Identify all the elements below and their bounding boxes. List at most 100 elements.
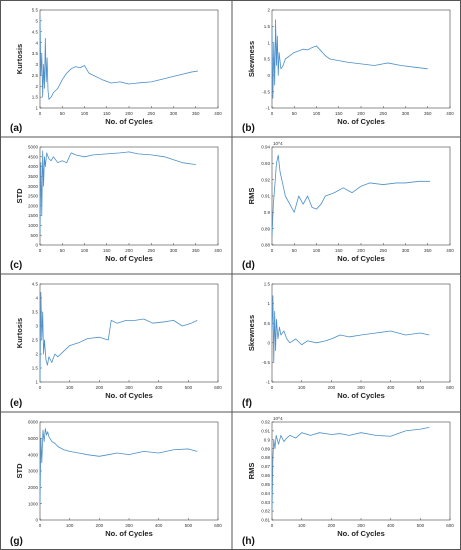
y-tick-label: 0.87 (261, 464, 270, 469)
plot-area (271, 146, 451, 246)
y-tick-label: 0.93 (261, 161, 270, 166)
x-tick-label: 100 (81, 248, 89, 253)
y-tick-label: 4000 (28, 164, 39, 169)
x-tick-label: 200 (357, 111, 365, 116)
x-tick-label: 300 (170, 248, 178, 253)
x-tick-label: 150 (335, 248, 343, 253)
series-line (271, 19, 428, 99)
x-tick-label: 300 (402, 111, 410, 116)
y-tick-label: -1 (266, 380, 270, 385)
y-tick-label: 0.89 (261, 226, 270, 231)
x-tick-label: 400 (387, 385, 395, 390)
y-tick-label: 3.5 (32, 310, 39, 315)
y-tick-label: 4500 (28, 154, 39, 159)
x-tick-label: 250 (379, 248, 387, 253)
x-tick-label: 0 (39, 111, 42, 116)
y-exponent: 10^4 (273, 416, 283, 421)
plot-area (39, 283, 219, 383)
x-tick-label: 300 (402, 248, 410, 253)
x-axis-label: No. of Cycles (337, 529, 385, 538)
y-tick-label: 3000 (28, 469, 39, 474)
x-tick-label: 400 (387, 523, 395, 528)
x-tick-label: 150 (103, 111, 111, 116)
x-tick-label: 400 (214, 111, 222, 116)
y-tick-label: 2 (267, 8, 270, 13)
x-tick-label: 200 (96, 523, 104, 528)
y-tick-label: 0.5 (264, 57, 271, 62)
y-tick-label: 0.9 (264, 210, 271, 215)
x-tick-label: 250 (147, 111, 155, 116)
x-tick-label: 600 (214, 523, 222, 528)
y-tick-label: 1 (267, 40, 270, 45)
plot-area (271, 9, 451, 109)
y-tick-label: -1 (266, 106, 270, 111)
y-tick-label: 5 (35, 18, 38, 23)
x-tick-label: 100 (313, 111, 321, 116)
panel-label: (c) (10, 260, 22, 271)
x-tick-label: 50 (60, 111, 66, 116)
x-tick-label: 0 (271, 385, 274, 390)
x-tick-label: 100 (298, 385, 306, 390)
y-tick-label: 2500 (28, 194, 39, 199)
x-axis-label: No. of Cycles (337, 117, 385, 126)
y-tick-label: 0.82 (261, 509, 270, 514)
panel-label: (f) (242, 398, 252, 409)
x-tick-label: 100 (313, 248, 321, 253)
x-axis-label: No. of Cycles (105, 529, 153, 538)
y-tick-label: 1.5 (32, 95, 39, 100)
panel-c: 0 50 100 150 200 250 300 350 4000500100015002000… (10, 145, 222, 271)
x-tick-label: 200 (328, 385, 336, 390)
y-tick-label: 2 (35, 352, 38, 357)
x-tick-label: 200 (328, 523, 336, 528)
x-tick-label: 500 (417, 385, 425, 390)
panel-label: (g) (10, 536, 23, 547)
x-tick-label: 200 (125, 111, 133, 116)
y-tick-label: 0.9 (264, 437, 271, 442)
y-tick-label: 4 (35, 40, 38, 45)
x-tick-label: 0 (271, 248, 274, 253)
x-tick-label: 300 (170, 111, 178, 116)
x-axis-label: No. of Cycles (105, 254, 153, 263)
y-tick-label: 3500 (28, 174, 39, 179)
panel-label: (d) (242, 260, 255, 271)
y-tick-label: 0.91 (261, 194, 270, 199)
x-tick-label: 400 (446, 248, 454, 253)
y-tick-label: 0 (267, 340, 270, 345)
x-tick-label: 400 (446, 111, 454, 116)
x-tick-label: 0 (39, 385, 42, 390)
y-tick-label: 0.92 (261, 420, 270, 425)
y-axis-label: Kurtosis (15, 318, 24, 348)
x-tick-label: 100 (66, 385, 74, 390)
y-exponent: 10^4 (273, 141, 283, 146)
y-tick-label: 2.5 (32, 73, 39, 78)
x-tick-label: 600 (446, 385, 454, 390)
y-tick-label: 0.91 (261, 429, 270, 434)
y-tick-label: 4.5 (32, 282, 39, 287)
y-tick-label: -0.5 (262, 89, 270, 94)
y-tick-label: 2000 (28, 203, 39, 208)
panel-h: 0 100 200 300 400 500 600 0.81 0.82 0.83 0.84 0.85 0… (242, 416, 454, 547)
y-tick-label: 0.83 (261, 500, 270, 505)
y-tick-label: 2.5 (32, 338, 39, 343)
y-axis-label: Skewness (247, 315, 256, 351)
x-axis-label: No. of Cycles (105, 117, 153, 126)
panel-f: 0 100 200 300 400 500 600 -1 -0.5 0 0.5 1 1.5 No. of … (242, 282, 454, 409)
y-tick-label: 6000 (28, 420, 39, 425)
panel-b: 0 50 100 150 200 250 300 350 400 -1 -0.5 0 0.5 1 1.5 2 N… (242, 8, 454, 134)
y-tick-label: 1000 (28, 501, 39, 506)
x-axis-label: No. of Cycles (337, 254, 385, 263)
x-tick-label: 100 (66, 523, 74, 528)
y-axis-label: RMS (247, 463, 256, 480)
y-tick-label: 0.84 (261, 491, 270, 496)
series-line (271, 295, 430, 363)
y-tick-label: 4.5 (32, 29, 39, 34)
x-tick-label: 200 (357, 248, 365, 253)
y-tick-label: 2 (35, 84, 38, 89)
x-tick-label: 350 (192, 111, 200, 116)
y-axis-label: STD (15, 463, 24, 479)
y-tick-label: 0.81 (261, 518, 270, 523)
panel-label: (h) (242, 536, 255, 547)
y-tick-label: 0.88 (261, 455, 270, 460)
x-tick-label: 0 (271, 111, 274, 116)
